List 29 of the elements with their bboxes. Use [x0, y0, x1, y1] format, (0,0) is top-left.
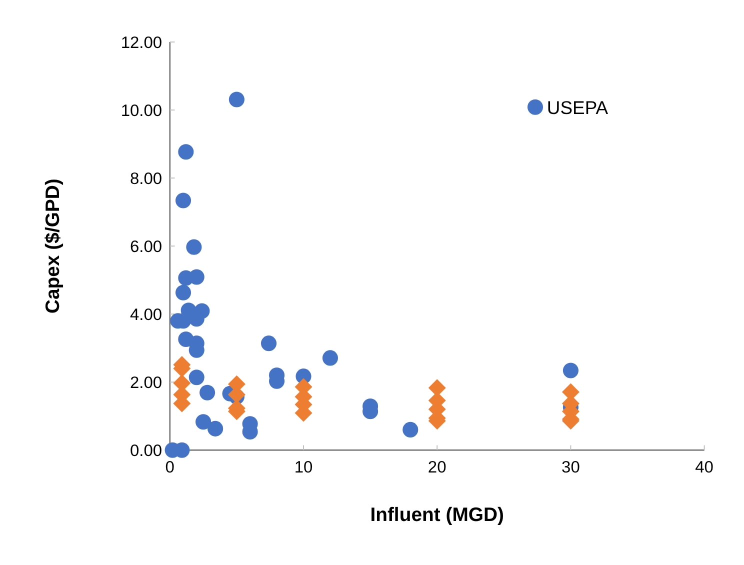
point	[200, 384, 216, 400]
y-tick-label: 12.00	[120, 34, 162, 52]
legend-label: USEPA	[546, 96, 609, 118]
point	[260, 336, 277, 352]
point	[402, 422, 418, 438]
x-tick-label: 30	[562, 458, 580, 476]
point	[322, 350, 338, 366]
x-axis-title: Influent (MGD)	[370, 504, 504, 526]
x-tick-label: 20	[428, 458, 446, 476]
x-tick-label: 0	[165, 458, 174, 476]
point	[196, 414, 212, 430]
point	[178, 144, 194, 160]
point	[188, 269, 204, 285]
y-tick-label: 8.00	[130, 170, 162, 188]
y-axis-title: Capex ($/GPD)	[42, 178, 64, 314]
x-tick-label: 10	[294, 458, 313, 476]
x-tick-label: 40	[695, 458, 714, 476]
point	[562, 362, 578, 378]
point	[175, 192, 192, 208]
point	[188, 370, 204, 386]
y-tick-label: 6.00	[130, 238, 162, 256]
point	[208, 420, 224, 436]
point	[228, 92, 244, 108]
point	[175, 284, 192, 300]
point	[186, 239, 202, 255]
y-tick-label: 0.00	[130, 442, 162, 460]
y-tick-label: 10.00	[120, 102, 162, 120]
y-tick-label: 2.00	[130, 374, 162, 392]
y-tick-label: 4.00	[130, 306, 162, 324]
